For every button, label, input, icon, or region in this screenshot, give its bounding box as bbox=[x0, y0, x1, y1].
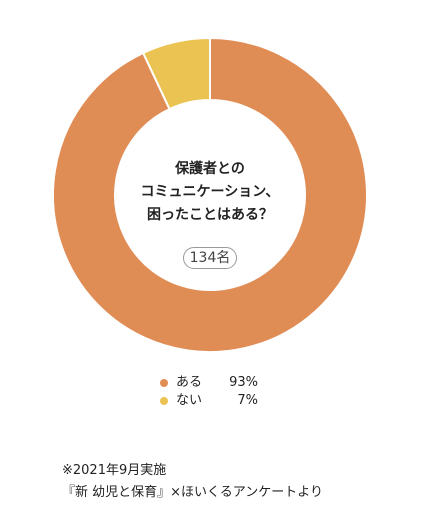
legend-swatch-no bbox=[160, 397, 168, 405]
footnote: ※2021年9月実施 『新 幼児と保育』×ほいくるアンケートより bbox=[62, 460, 323, 504]
legend-label-no: ない bbox=[176, 393, 203, 408]
survey-date-note: ※2021年9月実施 bbox=[62, 463, 167, 478]
chart-title-line-2: コミュニケーション、 bbox=[140, 184, 280, 200]
chart-legend: ある 93% ない 7% bbox=[160, 374, 258, 410]
donut-slice-yes bbox=[52, 36, 368, 353]
legend-label-yes: ある bbox=[176, 375, 203, 390]
chart-title-line-1: 保護者との bbox=[175, 161, 245, 177]
survey-source-note: 『新 幼児と保育』×ほいくるアンケートより bbox=[62, 485, 323, 500]
legend-item-yes: ある 93% bbox=[160, 374, 258, 392]
legend-value-no: 7% bbox=[237, 393, 258, 408]
donut-slice-no bbox=[141, 36, 211, 111]
chart-center-label: 保護者との コミュニケーション、 困ったことはある？ 134名 bbox=[112, 158, 308, 269]
chart-title-line-3: 困ったことはある？ bbox=[147, 207, 273, 223]
legend-value-yes: 93% bbox=[229, 375, 258, 390]
donut-chart bbox=[52, 36, 368, 353]
legend-swatch-yes bbox=[160, 379, 168, 387]
respondent-count-badge: 134名 bbox=[182, 247, 238, 269]
legend-item-no: ない 7% bbox=[160, 392, 258, 410]
